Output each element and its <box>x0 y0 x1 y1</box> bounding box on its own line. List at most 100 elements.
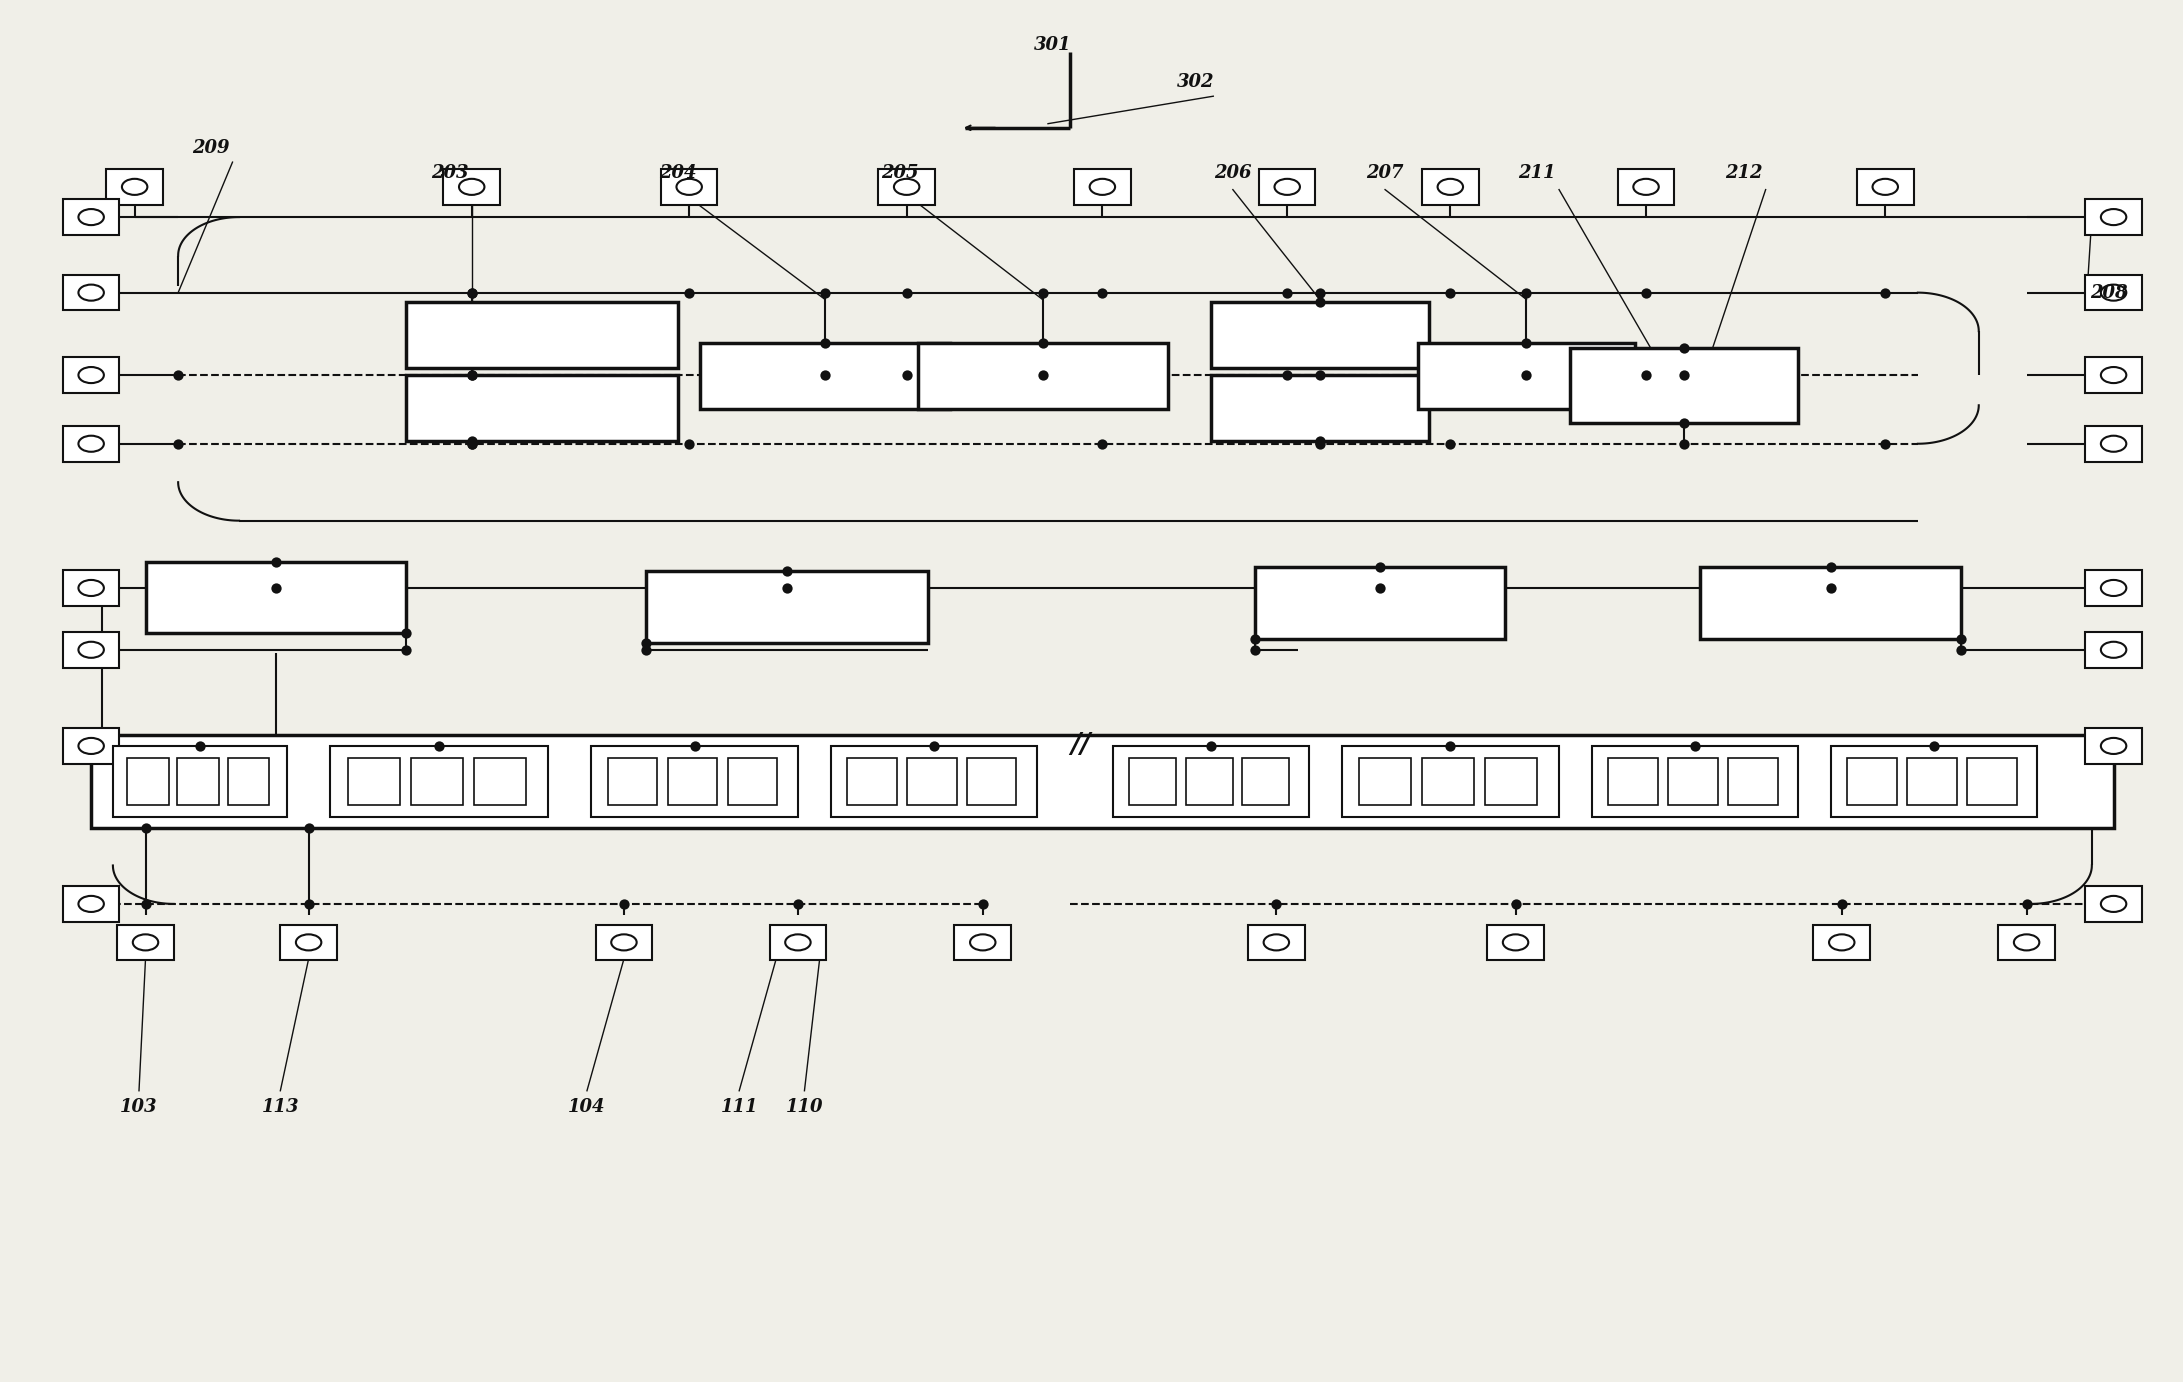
Bar <box>1343 746 1559 817</box>
Point <box>1238 638 1273 661</box>
Point <box>258 551 293 574</box>
Bar <box>1185 759 1233 804</box>
Bar <box>279 925 336 960</box>
Bar <box>1487 925 1543 960</box>
Point <box>1498 893 1532 915</box>
Bar <box>1129 759 1177 804</box>
Bar <box>406 375 679 441</box>
Bar <box>1260 169 1316 205</box>
Point <box>1869 433 1904 455</box>
Bar <box>1967 759 2017 804</box>
Bar <box>967 759 1017 804</box>
Bar <box>1242 759 1290 804</box>
Point <box>454 433 489 455</box>
Text: 111: 111 <box>720 1099 758 1117</box>
Point <box>1432 433 1467 455</box>
Point <box>1303 363 1338 386</box>
Text: 302: 302 <box>1177 73 1214 91</box>
Text: 110: 110 <box>786 1099 823 1117</box>
Point <box>1629 282 1663 304</box>
Point <box>162 363 196 386</box>
Bar <box>2085 357 2142 392</box>
Bar <box>118 925 175 960</box>
Point <box>1260 893 1295 915</box>
Bar <box>592 746 799 817</box>
Bar <box>2085 728 2142 764</box>
Point <box>1666 337 1701 359</box>
Bar <box>63 728 120 764</box>
Point <box>290 817 325 839</box>
Bar <box>177 759 218 804</box>
Point <box>1508 282 1543 304</box>
Point <box>454 363 489 386</box>
Point <box>1666 363 1701 386</box>
Point <box>1271 282 1305 304</box>
Point <box>782 893 816 915</box>
Bar <box>661 169 718 205</box>
Bar <box>906 759 956 804</box>
Bar <box>63 571 120 605</box>
Point <box>1271 363 1305 386</box>
Text: 207: 207 <box>1367 164 1404 182</box>
Bar <box>878 169 934 205</box>
Bar <box>1421 169 1478 205</box>
Bar <box>107 169 164 205</box>
Text: 205: 205 <box>882 164 919 182</box>
Point <box>1869 282 1904 304</box>
Bar <box>63 275 120 311</box>
Point <box>917 735 952 757</box>
Point <box>1508 363 1543 386</box>
Point <box>1666 433 1701 455</box>
Bar <box>1591 746 1799 817</box>
Point <box>389 622 424 644</box>
Point <box>129 893 164 915</box>
Bar <box>347 759 399 804</box>
Bar <box>1570 348 1799 423</box>
Point <box>1917 735 1952 757</box>
Text: 208: 208 <box>2091 283 2128 301</box>
Point <box>771 576 806 598</box>
Bar <box>847 759 897 804</box>
Point <box>1026 333 1061 355</box>
Point <box>1085 433 1120 455</box>
Point <box>258 576 293 598</box>
Point <box>1303 282 1338 304</box>
Point <box>808 282 843 304</box>
Point <box>629 638 664 661</box>
Bar <box>1847 759 1897 804</box>
Point <box>1508 333 1543 355</box>
Point <box>1943 638 1978 661</box>
Point <box>1303 433 1338 455</box>
Bar <box>1814 925 1871 960</box>
Bar <box>830 746 1037 817</box>
Text: 206: 206 <box>1214 164 1251 182</box>
Bar <box>330 746 548 817</box>
Bar <box>2085 275 2142 311</box>
Point <box>162 433 196 455</box>
Point <box>808 363 843 386</box>
Bar <box>1832 746 2037 817</box>
Bar <box>954 925 1011 960</box>
Point <box>1814 576 1849 598</box>
Bar <box>646 572 928 643</box>
Point <box>1677 735 1711 757</box>
Bar <box>63 357 120 392</box>
Point <box>1362 557 1397 579</box>
Point <box>1432 735 1467 757</box>
Text: //: // <box>1070 732 1092 760</box>
Point <box>1194 735 1229 757</box>
Bar <box>701 344 950 409</box>
Point <box>965 893 1000 915</box>
Point <box>1666 412 1701 434</box>
Point <box>454 363 489 386</box>
Text: 203: 203 <box>432 164 469 182</box>
Point <box>1432 282 1467 304</box>
Bar <box>1212 303 1428 368</box>
Bar <box>2085 426 2142 462</box>
Bar <box>92 735 2113 828</box>
Point <box>1629 363 1663 386</box>
Bar <box>1858 169 1914 205</box>
Bar <box>146 562 406 633</box>
Point <box>677 735 712 757</box>
Bar <box>2085 199 2142 235</box>
